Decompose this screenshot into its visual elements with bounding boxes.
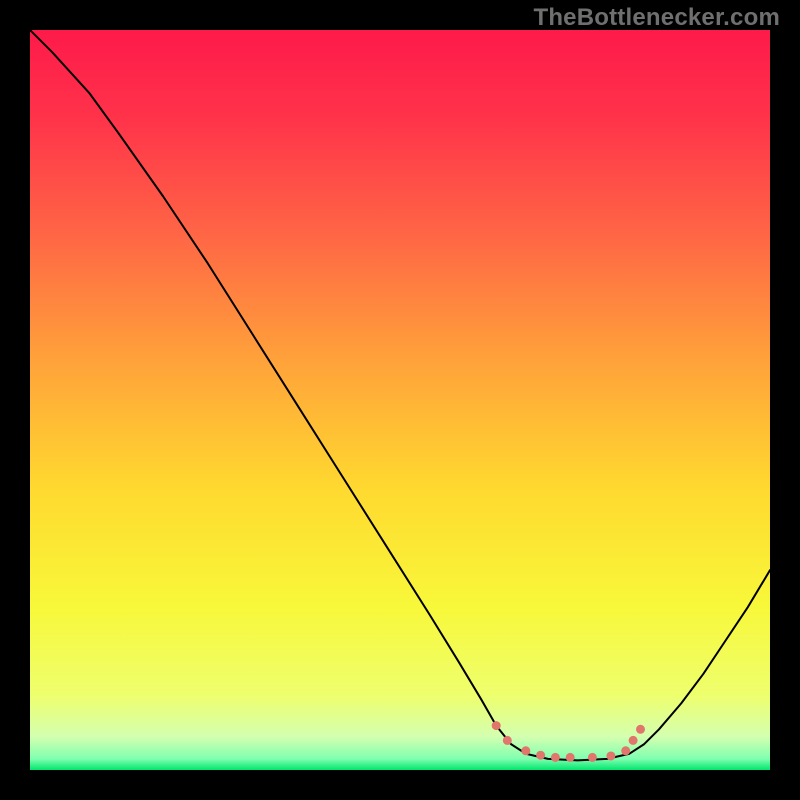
marker-point xyxy=(492,722,500,730)
chart-frame: TheBottlenecker.com xyxy=(0,0,800,800)
watermark-text: TheBottlenecker.com xyxy=(533,4,780,32)
marker-point xyxy=(537,751,545,759)
marker-point xyxy=(588,753,596,761)
marker-point xyxy=(607,752,615,760)
marker-point xyxy=(551,753,559,761)
marker-point xyxy=(622,747,630,755)
marker-point xyxy=(503,736,511,744)
marker-point xyxy=(566,753,574,761)
plot-area xyxy=(30,30,770,770)
plot-background xyxy=(30,30,770,770)
marker-point xyxy=(629,736,637,744)
marker-point xyxy=(637,725,645,733)
chart-svg xyxy=(30,30,770,770)
marker-point xyxy=(522,747,530,755)
